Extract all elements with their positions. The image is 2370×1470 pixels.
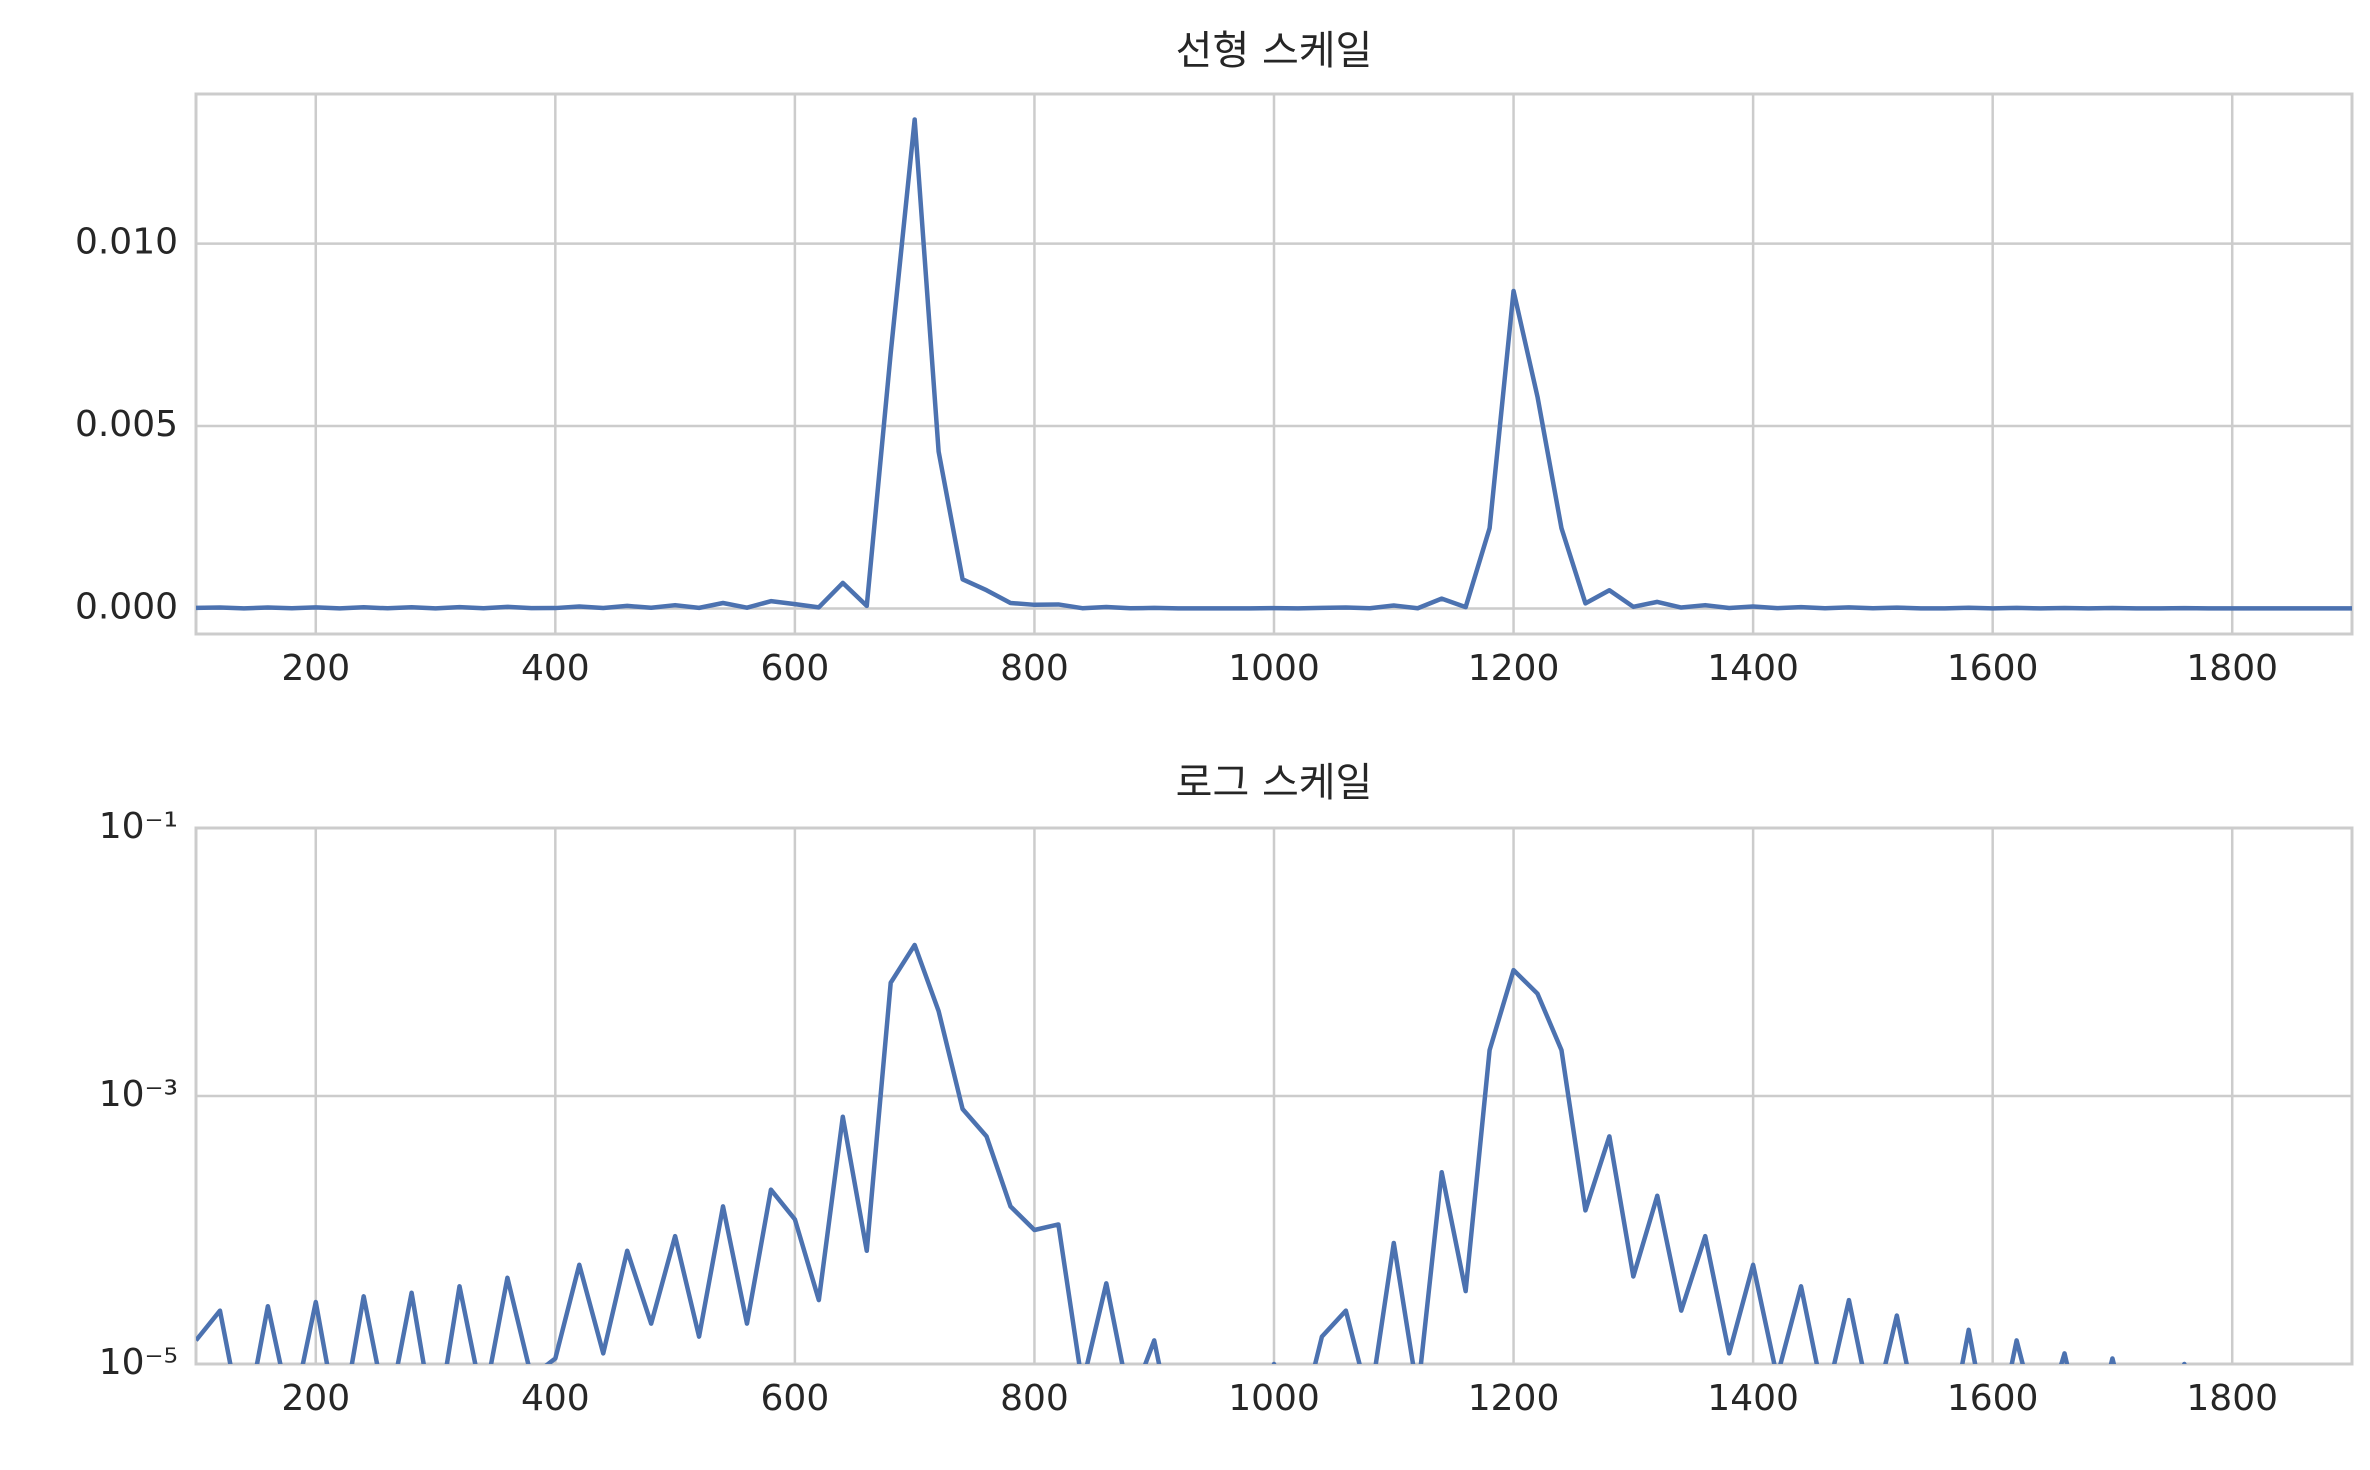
y-tick-label: 0.010 bbox=[75, 222, 178, 263]
y-tick-label: 10⁻¹ bbox=[99, 806, 178, 847]
x-tick-label: 1200 bbox=[1468, 1378, 1560, 1419]
x-tick-label: 1000 bbox=[1228, 648, 1320, 689]
x-tick-label: 800 bbox=[1000, 648, 1069, 689]
x-tick-label: 400 bbox=[521, 648, 590, 689]
x-tick-label: 1200 bbox=[1468, 648, 1560, 689]
x-tick-label: 600 bbox=[761, 1378, 830, 1419]
x-tick-label: 1600 bbox=[1947, 648, 2039, 689]
x-tick-label: 1800 bbox=[2186, 648, 2278, 689]
y-tick-label: 0.000 bbox=[75, 586, 178, 627]
y-tick-label: 10⁻⁵ bbox=[99, 1342, 178, 1383]
x-tick-label: 800 bbox=[1000, 1378, 1069, 1419]
y-tick-label: 0.005 bbox=[75, 404, 178, 445]
x-tick-label: 1800 bbox=[2186, 1378, 2278, 1419]
x-tick-label: 400 bbox=[521, 1378, 590, 1419]
x-tick-label: 1000 bbox=[1228, 1378, 1320, 1419]
x-tick-label: 600 bbox=[761, 648, 830, 689]
chart-title: 로그 스케일 bbox=[1176, 760, 1373, 806]
data-line bbox=[196, 117, 2352, 611]
plot-frame bbox=[194, 92, 2354, 636]
x-tick-label: 1400 bbox=[1707, 648, 1799, 689]
chart-title: 선형 스케일 bbox=[1176, 28, 1373, 74]
data-line bbox=[196, 942, 2187, 1364]
x-tick-label: 1600 bbox=[1947, 1378, 2039, 1419]
x-tick-label: 200 bbox=[281, 648, 350, 689]
x-tick-label: 200 bbox=[281, 1378, 350, 1419]
y-tick-label: 10⁻³ bbox=[99, 1074, 178, 1115]
x-tick-label: 1400 bbox=[1707, 1378, 1799, 1419]
